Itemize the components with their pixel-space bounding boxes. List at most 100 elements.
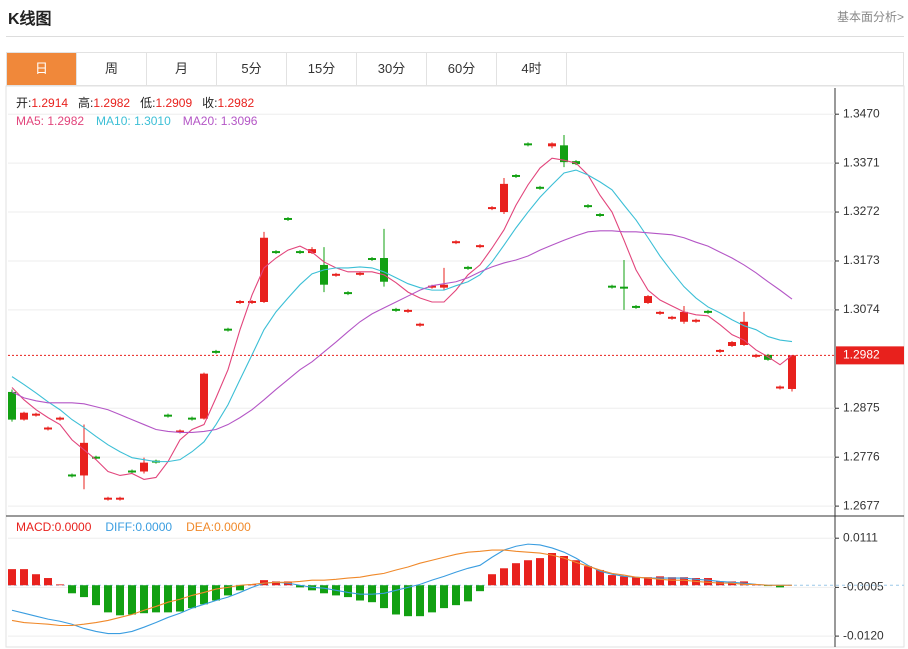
legend-entry: MA20: 1.3096 (183, 114, 258, 128)
ohlc-label: 收: (202, 96, 217, 110)
y-tick-label: 0.0111 (843, 530, 878, 544)
y-tick-label: 1.3470 (843, 106, 880, 120)
candle-body (32, 413, 40, 416)
macd-bar (200, 585, 208, 605)
macd-bar (188, 585, 196, 609)
candle-body (320, 264, 328, 285)
period-tab[interactable]: 周 (77, 53, 147, 85)
macd-bar (272, 581, 280, 586)
y-tick-label: -0.0120 (843, 628, 884, 642)
candle-body (680, 311, 688, 322)
macd-bar (104, 585, 112, 613)
macd-bar (464, 585, 472, 602)
macd-line (11, 543, 792, 635)
candle-body (404, 309, 412, 312)
y-tick-label: -0.0005 (843, 580, 884, 594)
period-tab[interactable]: 5分 (217, 53, 287, 85)
candle-body (80, 442, 88, 476)
last-price-box (836, 346, 904, 365)
candle-body (344, 292, 352, 295)
macd-bar (80, 585, 88, 598)
candle-body (212, 350, 220, 353)
macd-bar (20, 569, 28, 586)
macd-bar (548, 553, 556, 586)
macd-bar (8, 569, 16, 586)
candle-body (488, 207, 496, 210)
y-tick-label: 1.3272 (843, 204, 880, 218)
macd-bar (452, 585, 460, 606)
ohlc-label: 低: (140, 96, 155, 110)
candle-body (392, 308, 400, 311)
macd-bar (656, 576, 664, 586)
ohlc-label: 开: (16, 96, 31, 110)
candle-body (92, 456, 100, 459)
period-tab[interactable]: 月 (147, 53, 217, 85)
candle-body (452, 241, 460, 244)
macd-bar (704, 578, 712, 586)
macd-bar (164, 585, 172, 613)
last-price-label: 1.2982 (843, 348, 880, 362)
divider (6, 36, 904, 37)
candle-body (296, 251, 304, 254)
macd-bar (140, 585, 148, 614)
macd-bar (440, 585, 448, 609)
candle-body (524, 143, 532, 146)
candle-body (464, 266, 472, 269)
legend-entry: MACD:0.0000 (16, 520, 92, 534)
candle-body (140, 462, 148, 472)
macd-bar (668, 577, 676, 586)
macd-bar (128, 585, 136, 615)
page-title: K线图 (8, 11, 52, 28)
candle-body (44, 427, 52, 430)
candle-body (704, 310, 712, 313)
period-tab[interactable]: 60分 (427, 53, 497, 85)
macd-bar (488, 574, 496, 586)
candle-body (428, 285, 436, 288)
macd-bar (404, 585, 412, 617)
macd-bar (236, 585, 244, 591)
candle-body (416, 323, 424, 326)
period-tab[interactable]: 15分 (287, 53, 357, 85)
candle-body (356, 272, 364, 275)
ohlc-value: 1.2909 (155, 96, 192, 110)
candle-body (536, 186, 544, 189)
ohlc-value: 1.2982 (93, 96, 130, 110)
candle-body (272, 251, 280, 254)
period-tab[interactable]: 4时 (497, 53, 567, 85)
y-tick-label: 1.2776 (843, 449, 880, 463)
candle-body (620, 286, 628, 289)
candle-body (560, 145, 568, 163)
candle-body (716, 349, 724, 352)
y-tick-label: 1.3371 (843, 155, 880, 169)
candle-body (128, 470, 136, 473)
candle-body (188, 417, 196, 420)
macd-bar (428, 585, 436, 613)
chart-frame (5, 85, 905, 648)
candle-body (740, 321, 748, 345)
macd-bar (116, 585, 124, 616)
macd-bar (68, 585, 76, 594)
candle-body (596, 214, 604, 217)
candle-body (248, 301, 256, 303)
macd-bar (776, 585, 784, 588)
candle-body (368, 258, 376, 260)
legend-entry: MA5: 1.2982 (16, 114, 84, 128)
candle-body (512, 174, 520, 177)
macd-bar (416, 585, 424, 617)
macd-bar (152, 585, 160, 613)
macd-bar (32, 574, 40, 586)
ohlc-label: 高: (78, 95, 93, 110)
period-tab[interactable]: 30分 (357, 53, 427, 85)
period-tab[interactable]: 日 (7, 53, 77, 85)
macd-bar (212, 585, 220, 601)
candle-body (236, 301, 244, 303)
candle-body (776, 386, 784, 389)
candle-body (308, 249, 316, 254)
legend-entry: MA10: 1.3010 (96, 114, 171, 128)
candle-body (164, 414, 172, 417)
candle-body (668, 316, 676, 319)
fundamental-link[interactable]: 基本面分析> (836, 10, 904, 24)
ma-line (11, 230, 793, 434)
macd-bar (680, 577, 688, 586)
